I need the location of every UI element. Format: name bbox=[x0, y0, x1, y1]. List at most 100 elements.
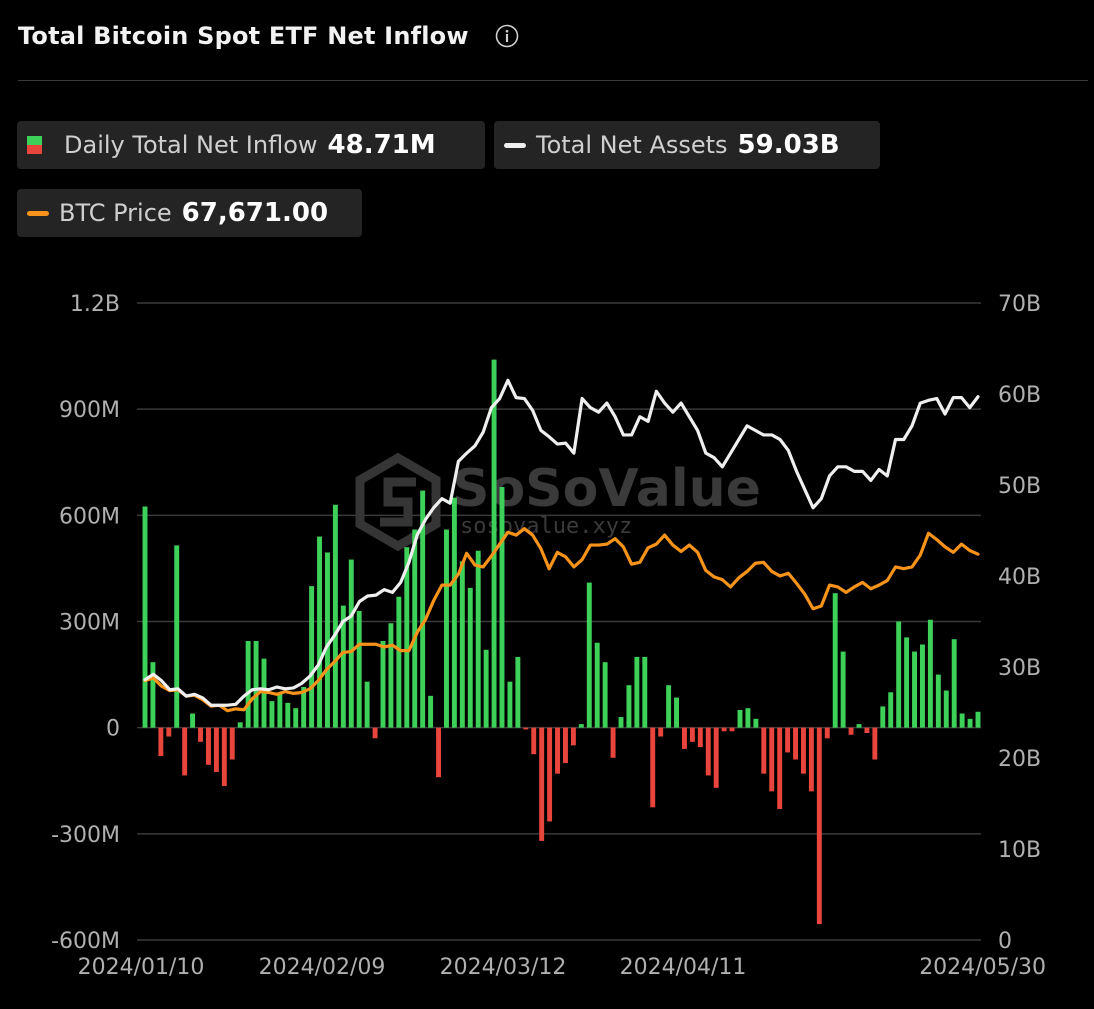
watermark-logo-icon bbox=[355, 452, 441, 552]
inflow-bar bbox=[221, 727, 227, 787]
legend-price-value: 67,671.00 bbox=[181, 198, 329, 228]
inflow-bar bbox=[872, 727, 878, 760]
inflow-bar bbox=[682, 727, 687, 749]
inflow-bar bbox=[325, 552, 330, 728]
x-tick-label: 2024/05/30 bbox=[919, 955, 1046, 980]
inflow-bar bbox=[309, 586, 315, 728]
inflow-bar bbox=[166, 727, 172, 737]
inflow-bar bbox=[158, 727, 164, 756]
inflow-bar bbox=[348, 559, 354, 728]
legend-assets[interactable]: Total Net Assets 59.03B bbox=[494, 121, 880, 169]
inflow-bar bbox=[190, 713, 196, 728]
inflow-bar bbox=[888, 692, 894, 728]
inflow-bar bbox=[650, 727, 656, 808]
inflow-bar bbox=[428, 695, 434, 728]
chart-title: Total Bitcoin Spot ETF Net Inflow bbox=[18, 22, 469, 50]
inflow-bar bbox=[555, 727, 560, 774]
info-icon[interactable] bbox=[495, 24, 519, 48]
bar-series-icon bbox=[27, 136, 42, 154]
header: Total Bitcoin Spot ETF Net Inflow bbox=[18, 22, 519, 50]
y-left-tick-label: 300M bbox=[59, 611, 120, 636]
inflow-bar bbox=[237, 722, 243, 728]
inflow-bar bbox=[602, 662, 608, 728]
inflow-bar bbox=[935, 674, 941, 728]
inflow-bar bbox=[959, 713, 965, 728]
inflow-bar bbox=[420, 490, 426, 728]
inflow-bar bbox=[761, 727, 767, 774]
total-net-assets-line bbox=[143, 378, 980, 707]
inflow-bar bbox=[848, 727, 854, 735]
inflow-bar bbox=[404, 547, 410, 728]
inflow-bar bbox=[618, 717, 624, 728]
legend-assets-label: Total Net Assets bbox=[536, 131, 728, 159]
y-right-tick-label: 50B bbox=[998, 474, 1041, 499]
y-right-tick-label: 30B bbox=[998, 656, 1041, 681]
inflow-bar bbox=[174, 545, 180, 728]
inflow-bar bbox=[951, 639, 957, 728]
inflow-bar bbox=[459, 561, 465, 728]
inflow-bar bbox=[674, 697, 679, 728]
legend-price[interactable]: BTC Price 67,671.00 bbox=[17, 189, 362, 237]
inflow-bar bbox=[364, 681, 370, 728]
inflow-bar bbox=[840, 651, 846, 728]
legend-inflow-value: 48.71M bbox=[327, 130, 436, 160]
inflow-bar bbox=[539, 727, 545, 841]
inflow-bar bbox=[777, 727, 783, 810]
inflow-bar bbox=[213, 727, 219, 772]
y-right-tick-label: 40B bbox=[998, 565, 1041, 590]
inflow-bar bbox=[824, 727, 830, 739]
inflow-bar bbox=[943, 690, 949, 728]
y-right-tick-label: 20B bbox=[998, 747, 1041, 772]
legend-assets-value: 59.03B bbox=[737, 130, 840, 160]
inflow-bar bbox=[269, 701, 275, 728]
inflow-bar bbox=[689, 727, 695, 742]
inflow-bar bbox=[301, 686, 307, 728]
inflow-bar bbox=[499, 487, 505, 728]
inflow-bar bbox=[340, 605, 346, 728]
btc-price-line bbox=[143, 527, 980, 713]
inflow-bar bbox=[793, 727, 798, 760]
watermark-brand: SoSoValue bbox=[452, 459, 761, 519]
y-left-tick-label: -300M bbox=[51, 823, 120, 848]
inflow-bar bbox=[737, 709, 743, 728]
inflow-bar bbox=[277, 694, 283, 728]
inflow-bar bbox=[920, 644, 925, 728]
inflow-bar bbox=[467, 587, 473, 728]
inflow-bar bbox=[356, 610, 362, 728]
inflow-bar bbox=[586, 582, 592, 728]
inflow-bar bbox=[626, 685, 632, 728]
inflow-bar bbox=[721, 727, 727, 732]
inflow-bar bbox=[293, 708, 299, 728]
inflow-bar bbox=[570, 727, 576, 746]
inflow-bar bbox=[816, 727, 822, 925]
inflow-bar bbox=[436, 727, 441, 778]
inflow-bar bbox=[531, 727, 537, 755]
inflow-bar bbox=[975, 711, 981, 728]
inflow-bar bbox=[658, 727, 664, 737]
y-left-tick-label: 600M bbox=[59, 504, 120, 529]
inflow-bar bbox=[880, 706, 886, 728]
x-tick-label: 2024/01/10 bbox=[78, 955, 205, 980]
inflow-bar bbox=[451, 497, 457, 728]
legend-inflow[interactable]: Daily Total Net Inflow 48.71M bbox=[17, 121, 485, 169]
inflow-bar bbox=[150, 662, 156, 728]
inflow-bar bbox=[729, 727, 735, 732]
inflow-bar bbox=[864, 727, 870, 733]
inflow-bar bbox=[785, 727, 791, 753]
inflow-bar bbox=[444, 529, 449, 728]
inflow-bar bbox=[666, 685, 672, 728]
inflow-bar bbox=[563, 727, 568, 764]
inflow-bar bbox=[515, 656, 521, 728]
legend-price-label: BTC Price bbox=[59, 199, 172, 227]
inflow-bar bbox=[697, 727, 703, 748]
y-left-tick-label: 1.2B bbox=[70, 292, 120, 317]
inflow-bar bbox=[380, 640, 386, 728]
y-left-tick-label: -600M bbox=[51, 929, 120, 954]
inflow-bar bbox=[507, 681, 513, 728]
inflow-bar bbox=[206, 727, 211, 765]
inflow-bar bbox=[396, 596, 402, 728]
watermark-url: sosovalue.xyz bbox=[460, 514, 632, 539]
inflow-bar bbox=[547, 727, 553, 822]
inflow-bar bbox=[253, 640, 259, 728]
